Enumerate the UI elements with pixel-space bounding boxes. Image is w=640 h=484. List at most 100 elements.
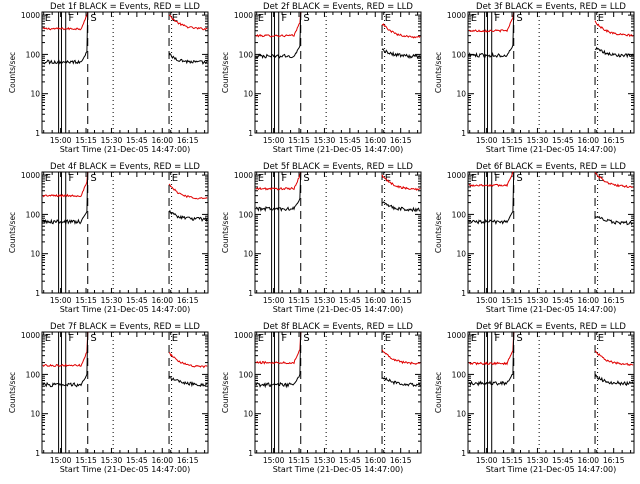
panel-2-frame bbox=[254, 11, 422, 134]
panel-7-ylabel: Counts/sec bbox=[8, 372, 17, 413]
panel-2-marker-letter: S bbox=[303, 13, 309, 24]
panel-5-ytick-label: 1000 bbox=[234, 171, 253, 180]
panel-4-frame bbox=[41, 171, 209, 294]
panel-6-marker-letter: E bbox=[598, 173, 604, 184]
panel-8-xtick-label: 15:15 bbox=[288, 456, 310, 465]
panel-6-ytick-label: 1000 bbox=[447, 171, 466, 180]
panel-3-xtick-label: 15:15 bbox=[501, 136, 523, 145]
panel-1-marker-letter: F bbox=[68, 13, 74, 24]
panel-4-ylabel: Counts/sec bbox=[8, 212, 17, 253]
panel-6-marker-letter: E bbox=[471, 173, 477, 184]
panel-6-ylabel: Counts/sec bbox=[434, 212, 443, 253]
panel-9-events-series-after bbox=[594, 373, 634, 387]
panel-4-xtick-label: 15:15 bbox=[75, 296, 97, 305]
panel-2-xtick-label: 15:00 bbox=[263, 136, 285, 145]
panel-4-lld-series-before bbox=[42, 171, 89, 198]
panel-4-xlabel: Start Time (21-Dec-05 14:47:00) bbox=[60, 305, 191, 314]
panel-8-lld-series-after bbox=[381, 349, 421, 366]
panel-2-ytick-label: 100 bbox=[239, 50, 254, 59]
panel-8-ytick-label: 10 bbox=[243, 410, 253, 419]
panel-3-xtick-label: 16:15 bbox=[603, 136, 625, 145]
panel-3-frame bbox=[467, 11, 635, 134]
panel-1-xtick-label: 15:45 bbox=[126, 136, 148, 145]
panel-6-xtick-label: 16:00 bbox=[577, 296, 599, 305]
panel-6-events-series-before bbox=[468, 171, 515, 225]
panel-7-lld-series-after bbox=[168, 352, 208, 369]
panel-5-ytick-label: 100 bbox=[239, 210, 254, 219]
panel-3-marker-letter: E bbox=[598, 13, 604, 24]
panel-9-xtick-label: 16:00 bbox=[577, 456, 599, 465]
panel-8-events-series-after bbox=[382, 376, 421, 388]
panel-4-ytick-label: 100 bbox=[26, 210, 41, 219]
panel-7-frame bbox=[41, 331, 209, 454]
panel-7-events-series-before bbox=[42, 331, 89, 388]
panel-3-xlabel: Start Time (21-Dec-05 14:47:00) bbox=[486, 145, 617, 154]
panel-1-frame bbox=[41, 11, 209, 134]
panel-8-ylabel: Counts/sec bbox=[221, 372, 230, 413]
panel-7-marker-letter: F bbox=[68, 333, 74, 344]
panel-3-lld-series-after bbox=[594, 20, 634, 38]
panel-7-xtick-label: 15:00 bbox=[50, 456, 72, 465]
panel-5-title: Det 5f BLACK = Events, RED = LLD bbox=[263, 162, 413, 172]
panel-3-xtick-label: 15:00 bbox=[476, 136, 498, 145]
panel-3-ylabel: Counts/sec bbox=[434, 52, 443, 93]
panel-4-title: Det 4f BLACK = Events, RED = LLD bbox=[50, 162, 200, 172]
panel-4-xtick-label: 15:00 bbox=[50, 296, 72, 305]
panel-2-events-series-before bbox=[255, 11, 302, 59]
panel-5-xtick-label: 16:15 bbox=[390, 296, 412, 305]
panel-8-ytick-label: 100 bbox=[239, 370, 254, 379]
panel-7-xtick-label: 15:30 bbox=[101, 456, 123, 465]
panel-8-events-series-before bbox=[255, 331, 302, 389]
panel-7-xtick-label: 16:15 bbox=[177, 456, 199, 465]
panel-8-marker-letter: S bbox=[303, 333, 309, 344]
panel-1-marker-letter: S bbox=[90, 13, 96, 24]
panel-3-marker-letter: F bbox=[494, 13, 500, 24]
panel-7-xtick-label: 15:45 bbox=[126, 456, 148, 465]
panel-9-ytick-label: 1 bbox=[461, 449, 466, 458]
panel-5-events-series-before bbox=[255, 171, 302, 212]
panel-8-xtick-label: 16:15 bbox=[390, 456, 412, 465]
panel-8-marker-letter: F bbox=[281, 333, 287, 344]
panel-6-lld-series-after bbox=[594, 172, 634, 189]
panel-3-ytick-label: 1000 bbox=[447, 11, 466, 20]
panel-9-xtick-label: 15:00 bbox=[476, 456, 498, 465]
panel-3-title: Det 3f BLACK = Events, RED = LLD bbox=[476, 2, 626, 12]
panel-3-marker-letter: E bbox=[471, 13, 477, 24]
panel-9-ytick-label: 10 bbox=[456, 410, 466, 419]
panel-1-ytick-label: 1 bbox=[35, 129, 40, 138]
panel-2-xlabel: Start Time (21-Dec-05 14:47:00) bbox=[273, 145, 404, 154]
panel-8-title: Det 8f BLACK = Events, RED = LLD bbox=[263, 322, 413, 332]
panel-8-frame bbox=[254, 331, 422, 454]
panel-8-xtick-label: 15:45 bbox=[339, 456, 361, 465]
panel-3-xtick-label: 16:00 bbox=[577, 136, 599, 145]
panel-2-ylabel: Counts/sec bbox=[221, 52, 230, 93]
panel-2-events-series-after bbox=[381, 48, 421, 60]
panel-4-ytick-label: 1 bbox=[35, 289, 40, 298]
panel-9-marker-letter: S bbox=[516, 333, 522, 344]
panel-4-marker-letter: E bbox=[45, 173, 51, 184]
panel-8-marker-letter: E bbox=[258, 333, 264, 344]
panel-5-marker-letter: S bbox=[303, 173, 309, 184]
panel-5-ytick-label: 10 bbox=[243, 250, 253, 259]
panel-9-marker-letter: E bbox=[598, 333, 604, 344]
panel-6-xtick-label: 15:15 bbox=[501, 296, 523, 305]
panel-1-xtick-label: 16:15 bbox=[177, 136, 199, 145]
panel-2-marker-letter: F bbox=[281, 13, 287, 24]
panel-6-xtick-label: 15:45 bbox=[552, 296, 574, 305]
panel-6-xlabel: Start Time (21-Dec-05 14:47:00) bbox=[486, 305, 617, 314]
panel-2-ytick-label: 10 bbox=[243, 90, 253, 99]
panel-5-xtick-label: 15:15 bbox=[288, 296, 310, 305]
panel-9-xtick-label: 16:15 bbox=[603, 456, 625, 465]
panel-1-xtick-label: 15:30 bbox=[101, 136, 123, 145]
panel-5-ytick-label: 1 bbox=[248, 289, 253, 298]
panel-7-xtick-label: 16:00 bbox=[151, 456, 173, 465]
panel-4-xtick-label: 16:15 bbox=[177, 296, 199, 305]
panel-7-lld-series-before bbox=[42, 331, 89, 368]
panel-4-events-series-after bbox=[168, 209, 208, 223]
panel-2-xtick-label: 16:15 bbox=[390, 136, 412, 145]
panel-5-ylabel: Counts/sec bbox=[221, 212, 230, 253]
panel-2-lld-series-before bbox=[255, 11, 302, 38]
panel-5-lld-series-after bbox=[381, 174, 421, 192]
